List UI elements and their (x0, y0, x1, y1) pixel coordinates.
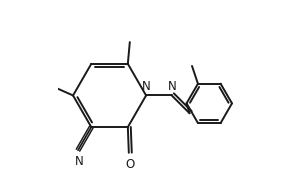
Text: N: N (168, 80, 177, 92)
Text: N: N (142, 80, 151, 92)
Text: N: N (75, 155, 83, 168)
Text: O: O (125, 158, 134, 171)
